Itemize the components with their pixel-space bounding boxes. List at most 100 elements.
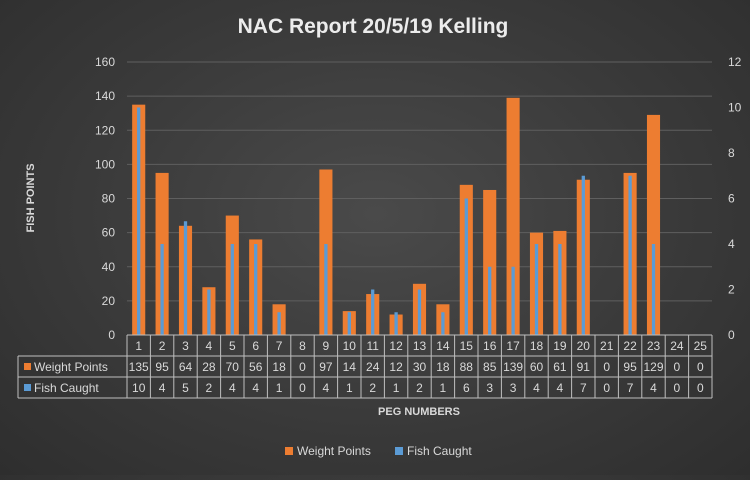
- table-cell-weight-points: 97: [319, 360, 333, 374]
- y-tick-label: 140: [95, 89, 115, 103]
- y-right-tick-label: 4: [728, 237, 735, 251]
- table-cell-fish-caught: 6: [463, 381, 470, 395]
- table-row-label-weight-points: Weight Points: [34, 360, 108, 374]
- table-cell-fish-caught: 4: [323, 381, 330, 395]
- table-cell-weight-points: 56: [249, 360, 263, 374]
- x-tick-label: 25: [694, 339, 708, 353]
- y-right-tick-label: 2: [728, 283, 735, 297]
- x-tick-label: 2: [159, 339, 166, 353]
- legend-key-fish-caught: [395, 447, 403, 455]
- table-cell-fish-caught: 0: [603, 381, 610, 395]
- x-tick-label: 3: [182, 339, 189, 353]
- x-tick-label: 16: [483, 339, 497, 353]
- table-cell-weight-points: 0: [697, 360, 704, 374]
- table-cell-weight-points: 0: [674, 360, 681, 374]
- table-cell-fish-caught: 3: [486, 381, 493, 395]
- bar-fish-caught: [183, 221, 188, 335]
- table-cell-fish-caught: 1: [440, 381, 447, 395]
- bar-weight-points: [506, 97, 520, 335]
- x-tick-label: 14: [436, 339, 450, 353]
- table-cell-weight-points: 24: [366, 360, 380, 374]
- table-cell-fish-caught: 0: [697, 381, 704, 395]
- x-tick-label: 24: [670, 339, 684, 353]
- table-cell-fish-caught: 4: [252, 381, 259, 395]
- y-tick-label: 20: [102, 294, 116, 308]
- bar-fish-caught: [371, 289, 375, 335]
- table-cell-fish-caught: 1: [393, 381, 400, 395]
- table-cell-weight-points: 64: [179, 360, 193, 374]
- y-right-tick-label: 0: [728, 328, 735, 342]
- bar-fish-caught: [534, 244, 539, 335]
- x-tick-label: 23: [647, 339, 661, 353]
- table-cell-fish-caught: 4: [533, 381, 540, 395]
- table-cell-fish-caught: 1: [346, 381, 353, 395]
- table-cell-fish-caught: 2: [206, 381, 213, 395]
- x-tick-label: 5: [229, 339, 236, 353]
- table-cell-fish-caught: 1: [276, 381, 283, 395]
- y-tick-label: 0: [108, 328, 115, 342]
- table-cell-weight-points: 12: [389, 360, 403, 374]
- bar-fish-caught: [137, 107, 141, 335]
- bar-weight-points: [483, 189, 497, 335]
- x-tick-label: 22: [623, 339, 637, 353]
- table-row-label-fish-caught: Fish Caught: [34, 381, 99, 395]
- bar-fish-caught: [207, 289, 211, 335]
- table-cell-weight-points: 0: [299, 360, 306, 374]
- table-cell-weight-points: 91: [577, 360, 591, 374]
- bar-fish-caught: [394, 312, 398, 335]
- bar-fish-caught: [511, 266, 515, 335]
- table-cell-fish-caught: 2: [416, 381, 423, 395]
- table-cell-fish-caught: 5: [182, 381, 189, 395]
- y-axis-title: FISH POINTS: [25, 163, 37, 232]
- chart-title: NAC Report 20/5/19 Kelling: [238, 15, 509, 38]
- table-cell-fish-caught: 4: [159, 381, 166, 395]
- table-cell-fish-caught: 4: [557, 381, 564, 395]
- table-cell-fish-caught: 3: [510, 381, 517, 395]
- bar-fish-caught: [441, 312, 445, 335]
- table-cell-fish-caught: 2: [369, 381, 376, 395]
- x-tick-label: 21: [600, 339, 614, 353]
- bar-fish-caught: [160, 244, 164, 335]
- x-tick-label: 11: [366, 339, 379, 353]
- y-tick-label: 40: [102, 260, 116, 274]
- y-tick-label: 160: [95, 55, 115, 69]
- x-tick-label: 6: [252, 339, 259, 353]
- y-right-tick-label: 6: [728, 192, 735, 206]
- table-cell-weight-points: 95: [155, 360, 169, 374]
- table-cell-fish-caught: 7: [627, 381, 634, 395]
- table-cell-fish-caught: 0: [674, 381, 681, 395]
- table-cell-weight-points: 18: [272, 360, 286, 374]
- table-cell-weight-points: 88: [460, 360, 474, 374]
- table-cell-weight-points: 61: [553, 360, 567, 374]
- y-tick-label: 60: [102, 226, 116, 240]
- legend-key-weight-points: [285, 447, 293, 455]
- bar-weight-points: [646, 114, 661, 335]
- table-cell-fish-caught: 7: [580, 381, 587, 395]
- x-tick-label: 8: [299, 339, 306, 353]
- bar-fish-caught: [347, 312, 351, 335]
- x-axis-title: PEG NUMBERS: [378, 406, 460, 418]
- y-right-tick-label: 10: [728, 101, 742, 115]
- x-tick-label: 12: [389, 339, 403, 353]
- table-cell-fish-caught: 4: [229, 381, 236, 395]
- bar-fish-caught: [254, 244, 258, 335]
- bar-fish-caught: [558, 244, 562, 335]
- table-cell-weight-points: 70: [226, 360, 240, 374]
- table-cell-weight-points: 129: [643, 360, 663, 374]
- table-cell-weight-points: 95: [623, 360, 637, 374]
- x-tick-label: 4: [206, 339, 213, 353]
- x-tick-label: 20: [577, 339, 591, 353]
- table-cell-weight-points: 28: [202, 360, 216, 374]
- table-cell-weight-points: 30: [413, 360, 427, 374]
- table-cell-weight-points: 135: [129, 360, 149, 374]
- bar-fish-caught: [277, 312, 281, 335]
- table-key-weight-points: [24, 363, 31, 370]
- y-tick-label: 100: [95, 157, 115, 171]
- x-tick-label: 19: [553, 339, 567, 353]
- x-tick-label: 15: [460, 339, 474, 353]
- table-cell-weight-points: 139: [503, 360, 523, 374]
- y-right-tick-label: 12: [728, 55, 742, 69]
- table-cell-weight-points: 14: [343, 360, 357, 374]
- y-right-tick-label: 8: [728, 146, 735, 160]
